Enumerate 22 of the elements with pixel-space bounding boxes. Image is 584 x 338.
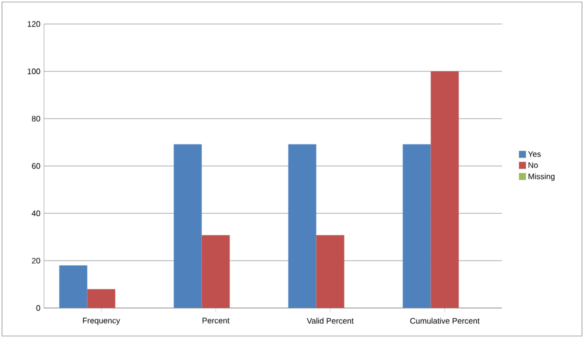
y-tick-label: 40 (32, 210, 40, 216)
bar (288, 144, 316, 308)
y-tick-label: 80 (32, 116, 40, 122)
y-tick-label: 120 (28, 21, 40, 27)
bar (174, 144, 202, 308)
y-tick-label: 20 (32, 258, 40, 264)
legend-label: No (528, 162, 538, 168)
bar (316, 235, 344, 308)
bar (430, 71, 459, 308)
bar (202, 235, 230, 308)
bar (87, 289, 116, 308)
legend-label: Yes (528, 151, 541, 157)
y-tick-label: 60 (32, 163, 40, 169)
x-tick-label: Valid Percent (306, 318, 354, 324)
x-tick-label: Cumulative Percent (410, 318, 480, 324)
bar (402, 144, 431, 308)
x-tick-label: Percent (202, 318, 230, 324)
legend-label: Missing (528, 173, 555, 181)
y-tick-label: 0 (36, 305, 40, 311)
bar (59, 265, 88, 308)
x-tick-label: Frequency (83, 318, 120, 325)
y-tick-label: 100 (28, 68, 40, 74)
